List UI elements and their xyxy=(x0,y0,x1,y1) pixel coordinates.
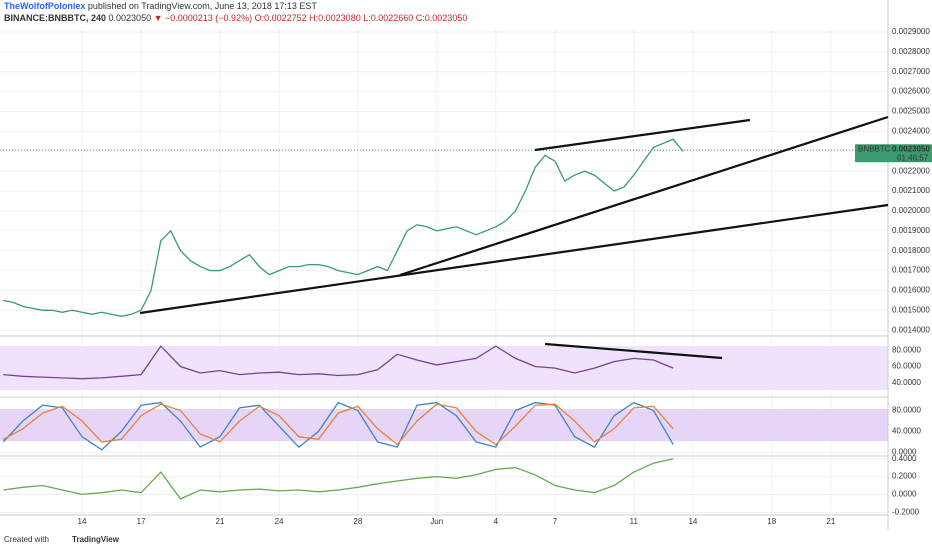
data-line xyxy=(3,345,674,380)
data-line xyxy=(3,458,674,500)
change: ▼ −0.0000213 (−0.92%) xyxy=(154,13,252,23)
y-tick-label: 40.0000 xyxy=(892,378,921,387)
y-tick-label: 0.0021000 xyxy=(892,186,930,195)
stoch-band xyxy=(0,409,888,441)
price-tag-symbol: BNBBTC xyxy=(858,144,891,153)
y-tick-label: 0.0000 xyxy=(892,447,917,456)
x-tick-label: 11 xyxy=(630,517,639,526)
y-tick-label: 80.0000 xyxy=(892,406,921,415)
rsi-band xyxy=(0,346,888,390)
y-tick-label: 0.0024000 xyxy=(892,127,930,136)
y-tick-label: 0.0000 xyxy=(892,490,917,499)
y-tick-label: 0.0016000 xyxy=(892,286,930,295)
x-tick-label: 7 xyxy=(553,517,558,526)
y-tick-label: 0.0029000 xyxy=(892,27,930,36)
x-tick-label: 17 xyxy=(137,517,146,526)
ohlc-low: L:0.0022660 xyxy=(363,13,413,23)
marks-layer xyxy=(0,138,888,500)
y-tick-label: 0.0022000 xyxy=(892,166,930,175)
symbol: BINANCE:BNBBTC, 240 xyxy=(4,13,106,23)
price: 0.0023050 xyxy=(109,13,152,23)
y-tick-label: 0.0017000 xyxy=(892,266,930,275)
y-tick-label: 80.0000 xyxy=(892,345,921,354)
symbol-line: BINANCE:BNBBTC, 240 0.0023050 ▼ −0.00002… xyxy=(4,13,467,23)
x-tick-label: 4 xyxy=(494,517,499,526)
y-tick-label: 0.0025000 xyxy=(892,107,930,116)
ohlc-open: O:0.0022752 xyxy=(255,13,307,23)
x-tick-label: 18 xyxy=(767,517,776,526)
y-tick-label: 0.0014000 xyxy=(892,325,930,334)
x-tick-label: Jun xyxy=(430,517,443,526)
y-tick-label: 0.2000 xyxy=(892,472,917,481)
published: published on TradingView.com, June 13, 2… xyxy=(88,1,317,11)
y-tick-label: 0.4000 xyxy=(892,454,917,463)
y-tick-label: 0.0019000 xyxy=(892,226,930,235)
data-line xyxy=(2,403,674,446)
x-tick-label: 14 xyxy=(688,517,697,526)
price-tag-countdown: 01:46:57 xyxy=(897,153,929,162)
ohlc-close: C:0.0023050 xyxy=(416,13,468,23)
trend-line xyxy=(534,118,751,152)
price-tag xyxy=(855,144,932,163)
header-line: TheWolfofPoloniex published on TradingVi… xyxy=(4,1,317,11)
author[interactable]: TheWolfofPoloniex xyxy=(4,1,85,11)
trend-line xyxy=(544,342,723,360)
y-tick-label: -0.2000 xyxy=(892,507,920,516)
y-tick-label: 0.0026000 xyxy=(892,87,930,96)
y-tick-label: 60.0000 xyxy=(892,362,921,371)
y-tick-label: 0.0027000 xyxy=(892,67,930,76)
y-tick-label: 0.0020000 xyxy=(892,206,930,215)
x-tick-label: 24 xyxy=(275,517,284,526)
x-tick-label: 21 xyxy=(826,517,835,526)
y-tick-label: 0.0015000 xyxy=(892,305,930,314)
trend-line xyxy=(139,203,889,315)
footer-created: Created with xyxy=(4,535,49,544)
y-tick-label: 0.0028000 xyxy=(892,47,930,56)
x-tick-label: 28 xyxy=(353,517,362,526)
x-tick-label: 14 xyxy=(78,517,87,526)
ohlc-high: H:0.0023080 xyxy=(309,13,361,23)
data-line xyxy=(3,138,684,317)
data-line xyxy=(2,401,674,451)
y-tick-label: 40.0000 xyxy=(892,427,921,436)
price-tag-value: 0.0023050 xyxy=(892,144,930,153)
trend-line xyxy=(399,115,889,277)
footer-brand[interactable]: TradingView xyxy=(72,535,120,544)
y-tick-label: 0.0018000 xyxy=(892,246,930,255)
x-tick-label: 21 xyxy=(215,517,224,526)
